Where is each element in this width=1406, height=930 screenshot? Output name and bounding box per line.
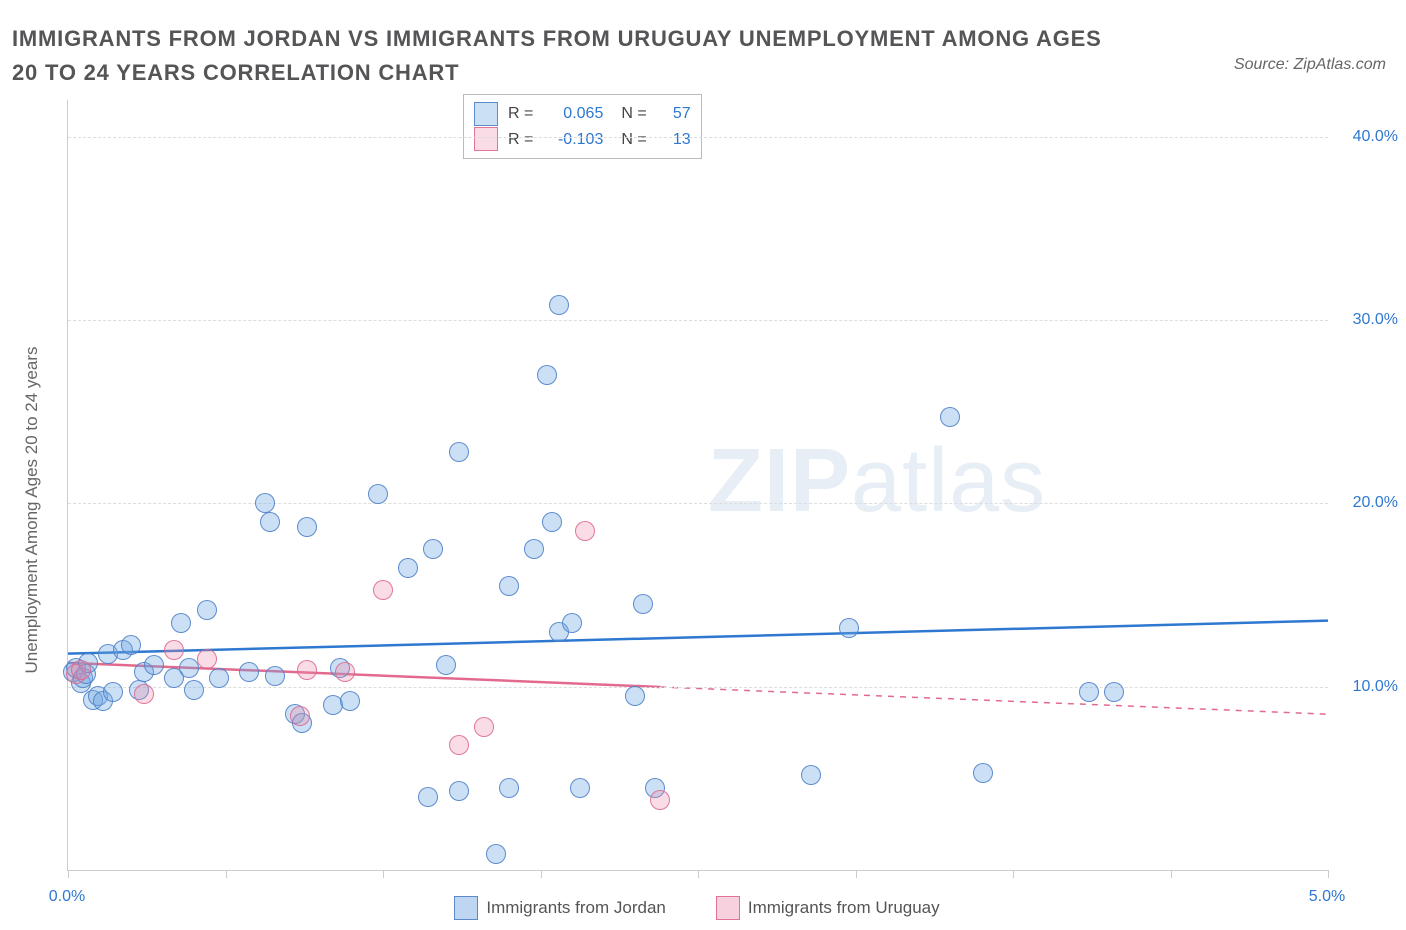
jordan-point (398, 558, 418, 578)
chart-title: IMMIGRANTS FROM JORDAN VS IMMIGRANTS FRO… (12, 22, 1122, 90)
jordan-point (423, 539, 443, 559)
legend-swatch (716, 896, 740, 920)
jordan-point (549, 295, 569, 315)
stats-n-value: 57 (657, 101, 691, 127)
jordan-point (418, 787, 438, 807)
x-tick (1171, 870, 1172, 878)
jordan-point (184, 680, 204, 700)
y-tick-label: 10.0% (1338, 678, 1398, 696)
stats-swatch (474, 127, 498, 151)
jordan-point (499, 576, 519, 596)
correlation-stats-box: R = 0.065 N = 57 R = -0.103 N = 13 (463, 94, 702, 159)
jordan-point (209, 668, 229, 688)
jordan-point (265, 666, 285, 686)
y-tick-label: 20.0% (1338, 494, 1398, 512)
legend-item: Immigrants from Jordan (454, 896, 666, 920)
uruguay-point (575, 521, 595, 541)
uruguay-point (373, 580, 393, 600)
legend-item: Immigrants from Uruguay (716, 896, 940, 920)
jordan-point (144, 655, 164, 675)
uruguay-point (290, 706, 310, 726)
stats-r-value: 0.065 (543, 101, 603, 127)
gridline-horizontal (68, 320, 1328, 321)
y-tick-label: 40.0% (1338, 128, 1398, 146)
jordan-point (633, 594, 653, 614)
uruguay-point (164, 640, 184, 660)
jordan-point (239, 662, 259, 682)
uruguay-point (297, 660, 317, 680)
uruguay-point (197, 649, 217, 669)
stats-swatch (474, 102, 498, 126)
stats-n-value: 13 (657, 127, 691, 153)
x-tick (541, 870, 542, 878)
x-tick (226, 870, 227, 878)
jordan-point (297, 517, 317, 537)
jordan-point (171, 613, 191, 633)
jordan-point (449, 442, 469, 462)
x-tick (856, 870, 857, 878)
stats-r-label: R = (508, 101, 533, 127)
stats-r-value: -0.103 (543, 127, 603, 153)
stats-n-label: N = (621, 127, 646, 153)
legend-label: Immigrants from Uruguay (748, 898, 940, 918)
jordan-point (524, 539, 544, 559)
watermark: ZIPatlas (708, 430, 1046, 533)
jordan-point (368, 484, 388, 504)
legend-swatch (454, 896, 478, 920)
uruguay-point (71, 660, 91, 680)
watermark-zip: ZIP (708, 431, 851, 531)
jordan-point (839, 618, 859, 638)
jordan-point (570, 778, 590, 798)
jordan-point (499, 778, 519, 798)
source-attribution: Source: ZipAtlas.com (1234, 56, 1386, 74)
jordan-point (1104, 682, 1124, 702)
watermark-atlas: atlas (851, 431, 1046, 531)
x-tick (383, 870, 384, 878)
stats-row: R = 0.065 N = 57 (474, 101, 691, 127)
gridline-horizontal (68, 137, 1328, 138)
x-tick (698, 870, 699, 878)
uruguay-point (335, 662, 355, 682)
trend-line-solid (68, 621, 1328, 654)
stats-row: R = -0.103 N = 13 (474, 127, 691, 153)
stats-n-label: N = (621, 101, 646, 127)
jordan-point (562, 613, 582, 633)
jordan-point (542, 512, 562, 532)
scatter-plot-area: ZIPatlas R =0.065N =57R =-0.103N =13 10.… (67, 100, 1328, 871)
y-tick-label: 30.0% (1338, 311, 1398, 329)
jordan-point (625, 686, 645, 706)
x-tick-label-first: 0.0% (49, 888, 85, 906)
jordan-point (486, 844, 506, 864)
x-tick-label-last: 5.0% (1309, 888, 1345, 906)
trend-line-dashed (660, 687, 1328, 714)
x-tick (1328, 870, 1329, 878)
jordan-point (103, 682, 123, 702)
jordan-point (537, 365, 557, 385)
jordan-point (340, 691, 360, 711)
jordan-point (436, 655, 456, 675)
jordan-point (121, 635, 141, 655)
jordan-point (940, 407, 960, 427)
legend-label: Immigrants from Jordan (486, 898, 666, 918)
jordan-point (973, 763, 993, 783)
uruguay-point (449, 735, 469, 755)
y-axis-label: Unemployment Among Ages 20 to 24 years (22, 160, 42, 860)
jordan-point (260, 512, 280, 532)
x-tick (68, 870, 69, 878)
chart-container: Unemployment Among Ages 20 to 24 years Z… (12, 100, 1394, 890)
uruguay-point (474, 717, 494, 737)
jordan-point (255, 493, 275, 513)
x-tick (1013, 870, 1014, 878)
uruguay-point (134, 684, 154, 704)
gridline-horizontal (68, 687, 1328, 688)
trend-lines-svg (68, 100, 1328, 870)
jordan-point (1079, 682, 1099, 702)
stats-r-label: R = (508, 127, 533, 153)
jordan-point (197, 600, 217, 620)
uruguay-point (650, 790, 670, 810)
jordan-point (801, 765, 821, 785)
jordan-point (449, 781, 469, 801)
bottom-legend: Immigrants from Jordan Immigrants from Ur… (67, 896, 1327, 920)
